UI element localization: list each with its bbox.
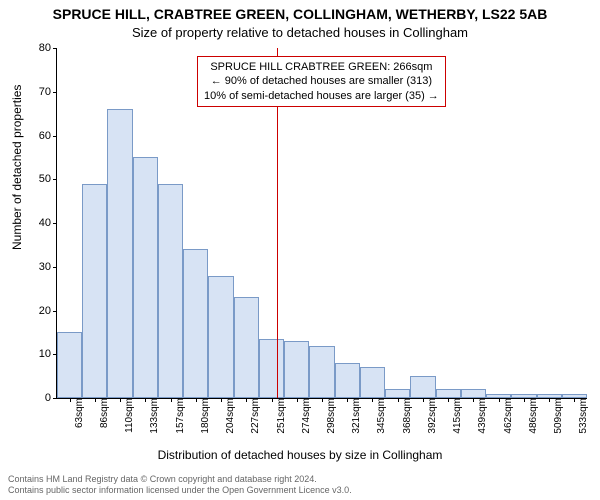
annotation-line2: ← 90% of detached houses are smaller (31… [204, 74, 439, 88]
chart-container: SPRUCE HILL, CRABTREE GREEN, COLLINGHAM,… [0, 0, 600, 500]
x-tick-label: 227sqm [246, 398, 261, 434]
footer-text: Contains HM Land Registry data © Crown c… [8, 474, 352, 496]
x-tick-label: 110sqm [120, 398, 135, 433]
x-tick-mark [272, 398, 273, 402]
chart-title-line2: Size of property relative to detached ho… [0, 25, 600, 40]
y-tick-label: 0 [21, 392, 57, 404]
histogram-bar [82, 184, 107, 398]
x-axis-label: Distribution of detached houses by size … [0, 448, 600, 462]
histogram-bar [360, 367, 385, 398]
x-tick-mark [221, 398, 222, 402]
x-tick-label: 63sqm [70, 398, 85, 428]
x-tick-label: 204sqm [221, 398, 236, 434]
y-tick-label: 40 [21, 217, 57, 229]
x-tick-label: 133sqm [145, 398, 160, 434]
x-tick-mark [398, 398, 399, 402]
x-tick-mark [549, 398, 550, 402]
x-tick-mark [70, 398, 71, 402]
histogram-bar [259, 339, 284, 398]
y-tick-mark [53, 311, 57, 312]
x-tick-label: 345sqm [372, 398, 387, 434]
y-tick-label: 20 [21, 305, 57, 317]
y-tick-mark [53, 398, 57, 399]
x-tick-mark [499, 398, 500, 402]
y-tick-mark [53, 48, 57, 49]
x-tick-mark [574, 398, 575, 402]
y-tick-label: 80 [21, 42, 57, 54]
x-tick-label: 415sqm [448, 398, 463, 434]
x-tick-label: 86sqm [95, 398, 110, 428]
x-tick-mark [246, 398, 247, 402]
histogram-bar [335, 363, 360, 398]
x-tick-label: 462sqm [499, 398, 514, 434]
annotation-line1: SPRUCE HILL CRABTREE GREEN: 266sqm [204, 60, 439, 74]
histogram-bar [107, 109, 132, 398]
x-tick-mark [473, 398, 474, 402]
y-tick-label: 30 [21, 261, 57, 273]
histogram-bar [183, 249, 208, 398]
x-tick-mark [448, 398, 449, 402]
y-tick-label: 70 [21, 86, 57, 98]
annotation-line3: 10% of semi-detached houses are larger (… [204, 89, 439, 103]
y-tick-label: 60 [21, 130, 57, 142]
plot-area: 0102030405060708063sqm86sqm110sqm133sqm1… [56, 48, 587, 399]
x-tick-label: 274sqm [297, 398, 312, 434]
x-tick-label: 321sqm [347, 398, 362, 434]
histogram-bar [436, 389, 461, 398]
y-tick-mark [53, 179, 57, 180]
footer-line2: Contains public sector information licen… [8, 485, 352, 496]
x-tick-label: 298sqm [322, 398, 337, 434]
x-tick-mark [171, 398, 172, 402]
histogram-bar [309, 346, 334, 399]
y-tick-label: 10 [21, 348, 57, 360]
histogram-bar [208, 276, 233, 399]
x-tick-label: 157sqm [171, 398, 186, 434]
histogram-bar [234, 297, 259, 398]
x-tick-mark [322, 398, 323, 402]
x-tick-mark [372, 398, 373, 402]
x-tick-mark [145, 398, 146, 402]
x-tick-label: 180sqm [196, 398, 211, 434]
x-tick-mark [347, 398, 348, 402]
histogram-bar [461, 389, 486, 398]
histogram-bar [133, 157, 158, 398]
x-tick-mark [423, 398, 424, 402]
y-tick-label: 50 [21, 173, 57, 185]
x-tick-label: 439sqm [473, 398, 488, 434]
y-tick-mark [53, 92, 57, 93]
x-tick-label: 251sqm [272, 398, 287, 434]
y-tick-mark [53, 136, 57, 137]
histogram-bar [410, 376, 435, 398]
x-tick-mark [196, 398, 197, 402]
histogram-bar [284, 341, 309, 398]
x-tick-label: 533sqm [574, 398, 589, 434]
histogram-bar [158, 184, 183, 398]
x-tick-label: 486sqm [524, 398, 539, 434]
histogram-bar [385, 389, 410, 398]
footer-line1: Contains HM Land Registry data © Crown c… [8, 474, 352, 485]
annotation-box: SPRUCE HILL CRABTREE GREEN: 266sqm← 90% … [197, 56, 446, 107]
y-tick-mark [53, 267, 57, 268]
y-tick-mark [53, 223, 57, 224]
chart-title-line1: SPRUCE HILL, CRABTREE GREEN, COLLINGHAM,… [0, 6, 600, 22]
x-tick-mark [524, 398, 525, 402]
x-tick-mark [120, 398, 121, 402]
x-tick-mark [95, 398, 96, 402]
histogram-bar [57, 332, 82, 398]
x-tick-label: 392sqm [423, 398, 438, 434]
x-tick-label: 368sqm [398, 398, 413, 434]
x-tick-mark [297, 398, 298, 402]
x-tick-label: 509sqm [549, 398, 564, 434]
